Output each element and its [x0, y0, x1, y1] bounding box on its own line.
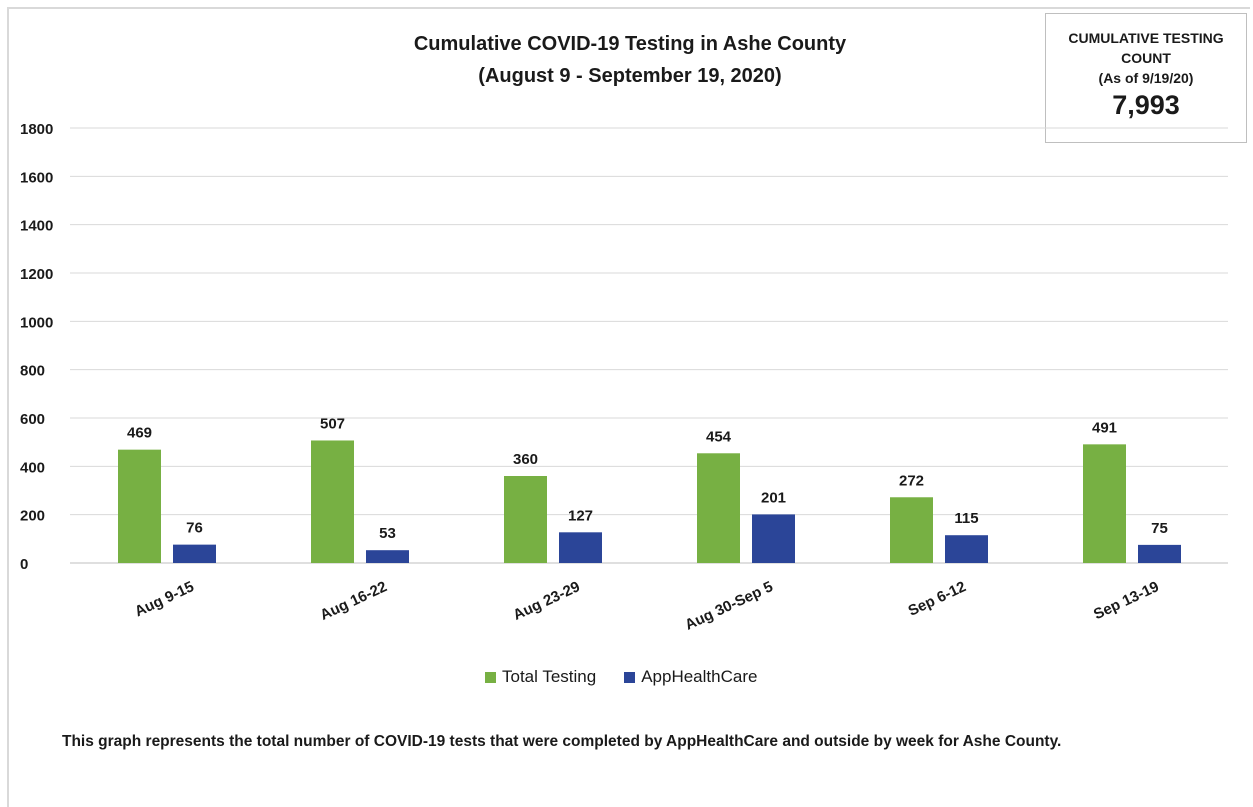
- chart-title-line1: Cumulative COVID-19 Testing in Ashe Coun…: [413, 33, 847, 55]
- chart-title-line2: (August 9 - September 19, 2020): [478, 65, 782, 87]
- y-tick-label: 1800: [20, 121, 53, 138]
- cumulative-count-box: CUMULATIVE TESTING COUNT (As of 9/19/20)…: [1045, 13, 1247, 143]
- chart-frame: [7, 7, 1250, 807]
- x-tick-label: Aug 23-29: [511, 578, 583, 624]
- data-label: 360: [513, 451, 538, 468]
- data-label: 53: [379, 525, 396, 542]
- bar: [504, 476, 547, 563]
- count-box-line3: (As of 9/19/20): [1098, 70, 1194, 86]
- legend-item-apphealthcare: AppHealthCare: [624, 667, 757, 687]
- data-label: 454: [706, 428, 732, 445]
- x-tick-label: Aug 30-Sep 5: [682, 578, 775, 634]
- y-tick-label: 1200: [20, 266, 53, 283]
- data-label: 469: [127, 425, 152, 442]
- y-tick-label: 600: [20, 411, 45, 428]
- legend: Total Testing AppHealthCare: [485, 666, 785, 688]
- bar: [559, 532, 602, 563]
- count-box-line1: CUMULATIVE TESTING: [1068, 30, 1224, 46]
- bar: [173, 544, 216, 563]
- legend-label-apphealthcare: AppHealthCare: [641, 667, 758, 686]
- bar: [752, 514, 795, 563]
- bar-chart: 0 200 400 600 800 1000 1200 1400 1600 1800 469 76 Au…: [20, 121, 1228, 634]
- legend-label-total-testing: Total Testing: [502, 667, 597, 686]
- legend-swatch-apphealthcare: [624, 671, 636, 683]
- y-tick-label: 1000: [20, 314, 53, 331]
- y-tick-label: 1600: [20, 169, 53, 186]
- bar: [118, 449, 161, 563]
- count-box-line2: COUNT: [1121, 50, 1171, 66]
- x-tick-label: Aug 16-22: [318, 578, 390, 624]
- bar: [1138, 544, 1181, 563]
- x-tick-label: Sep 6-12: [906, 578, 969, 619]
- y-tick-label: 800: [20, 363, 45, 380]
- bar: [311, 440, 354, 563]
- data-label: 507: [320, 415, 345, 432]
- legend-swatch-total-testing: [485, 671, 496, 683]
- footnote: This graph represents the total number o…: [62, 733, 1062, 750]
- bar: [1083, 444, 1126, 563]
- chart-title: Cumulative COVID-19 Testing in Ashe Coun…: [330, 28, 930, 92]
- data-label: 272: [899, 472, 924, 489]
- y-tick-label: 200: [20, 508, 45, 525]
- data-label: 127: [568, 507, 593, 524]
- y-tick-label: 1400: [20, 218, 53, 235]
- data-label: 115: [954, 510, 978, 527]
- y-tick-label: 0: [20, 556, 28, 573]
- bar: [945, 535, 988, 563]
- y-tick-label: 400: [20, 459, 45, 476]
- legend-item-total-testing: Total Testing: [485, 667, 596, 687]
- bar: [890, 497, 933, 563]
- bar: [366, 550, 409, 563]
- x-tick-label: Aug 9-15: [132, 578, 197, 620]
- x-tick-label: Sep 13-19: [1091, 578, 1162, 623]
- data-label: 201: [761, 489, 786, 506]
- data-label: 75: [1151, 520, 1168, 537]
- data-label: 76: [186, 520, 203, 537]
- count-box-value: 7,993: [1112, 90, 1180, 120]
- data-label: 491: [1092, 419, 1117, 436]
- bar: [697, 453, 740, 563]
